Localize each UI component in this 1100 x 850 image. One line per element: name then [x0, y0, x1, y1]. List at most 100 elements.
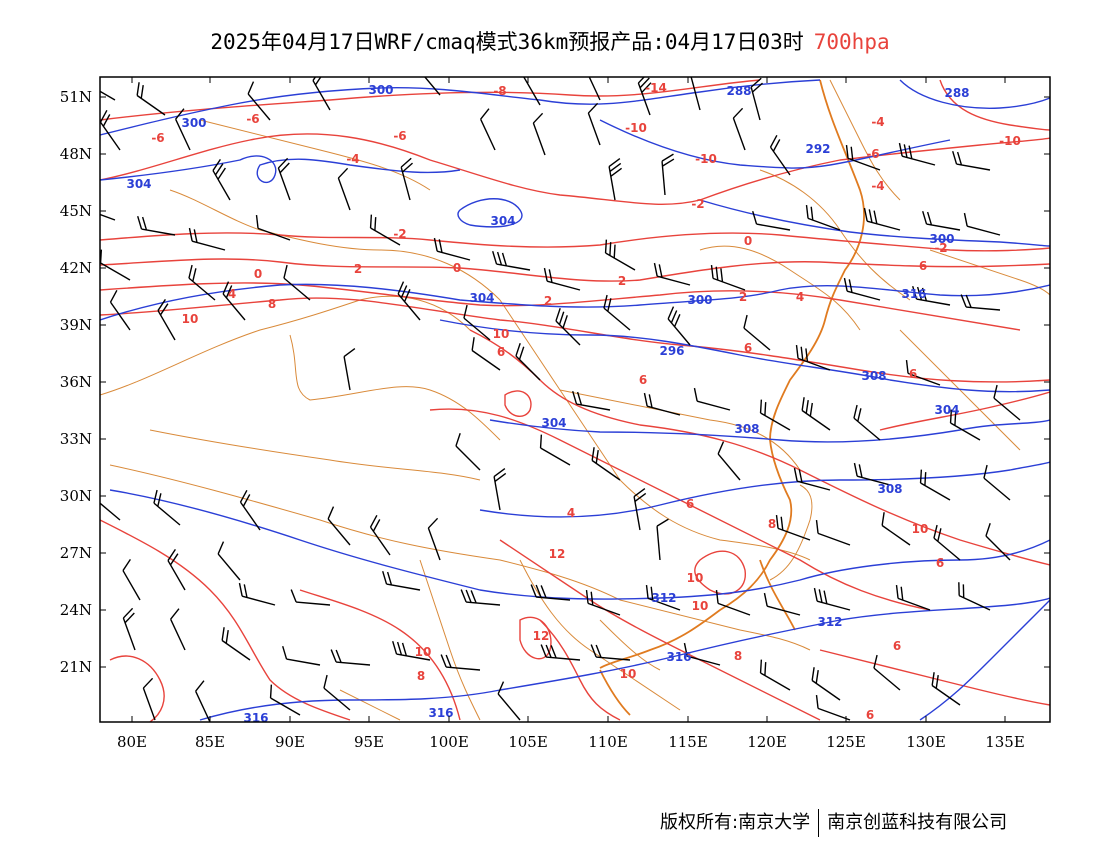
wind-barb [492, 251, 531, 271]
geopotential-label: 308 [861, 369, 886, 383]
wind-barb [400, 157, 413, 201]
temperature-label: 8 [417, 669, 425, 683]
wind-barb [136, 82, 166, 116]
wind-barb [337, 167, 351, 211]
geopotential-label: 312 [651, 591, 676, 605]
wind-barb [167, 548, 186, 591]
wind-barb [238, 582, 276, 606]
wind-barb [369, 214, 401, 246]
x-tick-label: 120E [747, 733, 787, 751]
wind-barb [460, 589, 501, 606]
wind-barb [590, 644, 631, 661]
wind-barb [433, 237, 471, 261]
wind-barb [922, 211, 961, 231]
wind-barb [137, 216, 176, 236]
wind-barb [608, 157, 623, 201]
credit-separator [818, 809, 820, 837]
wind-barb [715, 589, 751, 616]
wind-barb [949, 409, 981, 441]
wind-barb [283, 264, 311, 301]
temperature-label: -6 [393, 129, 406, 143]
y-tick-label: 45N [60, 202, 92, 220]
wind-barb [188, 264, 216, 301]
wind-barb [815, 694, 851, 721]
wind-barb [493, 467, 507, 511]
geopotential-label: 316 [243, 711, 268, 725]
temperature-label: 10 [912, 522, 929, 536]
wind-barb [667, 306, 691, 346]
geopotential-label: 312 [817, 615, 842, 629]
geopotential-label: 304 [490, 214, 515, 228]
wind-barb [188, 227, 226, 251]
coastline [599, 79, 865, 716]
wind-barb [282, 646, 321, 666]
temperature-label: -8 [493, 84, 506, 98]
wind-barb [455, 433, 481, 471]
temperature-label: 6 [936, 556, 944, 570]
temperature-label: 4 [567, 506, 575, 520]
temperature-label: 6 [639, 373, 647, 387]
wind-barb [587, 102, 601, 146]
geopotential-label: 288 [726, 84, 751, 98]
wind-barb [532, 112, 546, 156]
wind-barb [255, 214, 291, 241]
wind-barb [661, 153, 675, 196]
x-tick-label: 125E [826, 733, 866, 751]
geopotential-label: 300 [929, 232, 954, 246]
wind-barb [683, 642, 721, 666]
temperature-label: -4 [871, 179, 884, 193]
wind-barb [277, 157, 291, 201]
wind-barb [643, 392, 681, 416]
wind-barb [763, 592, 801, 616]
wind-barb [471, 337, 501, 371]
temperature-label: 8 [734, 649, 742, 663]
title-level: 700hpa [813, 30, 890, 54]
temperature-label: 6 [744, 341, 752, 355]
wind-barb [993, 384, 1021, 421]
geopotential-label: 300 [181, 116, 206, 130]
wind-barb [933, 524, 961, 561]
y-tick-label: 30N [60, 487, 92, 505]
wind-barb [530, 584, 571, 601]
y-axis-labels: 51N 48N 45N 42N 39N 36N 33N 30N 27N 24N 21N [60, 88, 92, 676]
wind-barb [690, 77, 702, 111]
temperature-labels: -8 -14 -10 -10 -6 -6 -6 -4 -4 -6 -4 -2 -2 -10 0 0 2 2 2 2 4 4… [151, 81, 1021, 722]
wind-barb [881, 512, 911, 546]
wind-barb [555, 308, 581, 346]
y-tick-label: 21N [60, 658, 92, 676]
y-tick-label: 42N [60, 259, 92, 277]
wind-barb [330, 649, 371, 666]
x-tick-label: 135E [985, 733, 1025, 751]
wind-barb [497, 681, 521, 721]
wind-barb [898, 142, 936, 166]
y-tick-label: 33N [60, 430, 92, 448]
x-tick-label: 115E [668, 733, 708, 751]
axis-ticks [100, 77, 1050, 722]
credit-owner: 版权所有:南京大学 [660, 812, 811, 833]
wind-barb [637, 77, 652, 116]
wind-barb [323, 674, 351, 711]
wind-barb [540, 644, 581, 661]
wind-barb [585, 589, 621, 616]
wind-barb [153, 489, 181, 526]
temperature-label: 10 [415, 645, 432, 659]
x-tick-label: 110E [588, 733, 628, 751]
credit-company: 南京创蓝科技有限公司 [827, 812, 1008, 833]
temperature-label: 12 [533, 629, 550, 643]
geopotential-label: 292 [805, 142, 830, 156]
wind-barb [960, 294, 1001, 311]
x-tick-label: 80E [117, 733, 147, 751]
wind-barb [369, 515, 391, 556]
temperature-label: 6 [919, 259, 927, 273]
wind-barb [653, 262, 691, 286]
wind-barb [539, 434, 571, 466]
x-axis-labels: 80E 85E 90E 95E 100E 105E 110E 115E 120E 125E 130E… [117, 733, 1025, 751]
wind-barb [905, 359, 941, 386]
wind-barb [327, 506, 351, 546]
wind-barb [793, 467, 831, 491]
x-tick-label: 90E [275, 733, 305, 751]
title-main: 2025年04月17日WRF/cmaq模式36km预报产品:04月17日03时 [210, 30, 804, 54]
temperature-label: 12 [549, 547, 566, 561]
wind-barb [983, 464, 1011, 501]
